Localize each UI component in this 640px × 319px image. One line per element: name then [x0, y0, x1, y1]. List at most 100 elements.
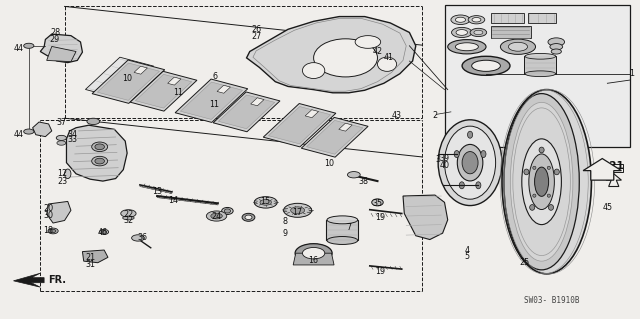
Text: 1: 1 [629, 69, 634, 78]
Text: 5: 5 [464, 252, 470, 261]
Ellipse shape [123, 216, 134, 220]
Bar [92, 60, 164, 103]
Circle shape [451, 15, 470, 25]
Text: 32: 32 [124, 216, 134, 225]
Ellipse shape [224, 209, 230, 213]
Text: 12: 12 [58, 169, 68, 178]
Ellipse shape [378, 57, 397, 71]
Text: 34: 34 [67, 130, 77, 139]
Bar [307, 120, 363, 154]
Ellipse shape [476, 182, 481, 189]
Text: 40: 40 [440, 161, 449, 170]
Bar [598, 164, 623, 172]
Text: 23: 23 [58, 177, 68, 186]
Circle shape [348, 172, 360, 178]
Ellipse shape [502, 90, 591, 274]
Text: FR.: FR. [49, 275, 67, 285]
Text: 2: 2 [433, 111, 438, 120]
Text: 14: 14 [168, 196, 178, 205]
Ellipse shape [532, 194, 536, 197]
Text: 3: 3 [436, 155, 441, 164]
Polygon shape [47, 201, 71, 223]
Circle shape [254, 197, 277, 208]
Text: 18: 18 [44, 226, 54, 234]
Polygon shape [83, 250, 108, 263]
Text: 27: 27 [251, 33, 261, 41]
Text: 19: 19 [376, 213, 386, 222]
Polygon shape [511, 158, 527, 205]
Bar [180, 82, 243, 119]
Bar [263, 104, 336, 147]
Ellipse shape [448, 40, 486, 54]
Ellipse shape [303, 63, 324, 78]
Circle shape [474, 30, 483, 35]
Text: 19: 19 [376, 267, 386, 276]
Text: 4: 4 [465, 246, 469, 255]
Bar [445, 5, 630, 147]
Polygon shape [527, 13, 556, 23]
Ellipse shape [100, 229, 109, 234]
Circle shape [468, 16, 484, 24]
Polygon shape [326, 220, 358, 241]
Ellipse shape [548, 204, 554, 210]
Bar [134, 66, 147, 74]
Circle shape [472, 18, 481, 22]
Bar [85, 57, 154, 98]
Ellipse shape [524, 169, 529, 175]
Ellipse shape [547, 166, 550, 169]
Ellipse shape [295, 244, 332, 263]
Ellipse shape [355, 36, 381, 48]
Ellipse shape [65, 169, 71, 179]
Ellipse shape [372, 199, 383, 206]
Text: 26: 26 [251, 25, 261, 34]
Ellipse shape [547, 194, 550, 197]
Ellipse shape [303, 248, 324, 259]
Text: 38: 38 [358, 177, 369, 186]
Ellipse shape [532, 166, 536, 169]
Ellipse shape [472, 60, 500, 71]
Circle shape [87, 118, 100, 124]
Ellipse shape [456, 43, 478, 51]
Text: 9: 9 [282, 229, 287, 238]
Polygon shape [524, 56, 556, 74]
Text: 20: 20 [44, 204, 54, 213]
Bar [175, 79, 248, 122]
Polygon shape [491, 13, 524, 23]
Text: 36: 36 [138, 234, 147, 242]
Bar [301, 117, 368, 157]
Text: 25: 25 [519, 258, 529, 267]
Polygon shape [293, 253, 334, 265]
Ellipse shape [460, 182, 465, 189]
Text: 39: 39 [440, 154, 449, 163]
Text: 37: 37 [56, 117, 67, 127]
Circle shape [121, 210, 136, 217]
Circle shape [452, 27, 472, 38]
Ellipse shape [95, 144, 104, 150]
Circle shape [548, 38, 564, 46]
Text: 6: 6 [212, 72, 217, 81]
Ellipse shape [245, 215, 252, 219]
Ellipse shape [95, 158, 104, 164]
Circle shape [57, 141, 66, 145]
Polygon shape [491, 26, 531, 38]
Ellipse shape [554, 169, 559, 175]
Ellipse shape [504, 93, 579, 270]
Bar [213, 92, 280, 132]
Ellipse shape [522, 139, 561, 225]
Text: 42: 42 [372, 47, 383, 56]
Circle shape [211, 213, 222, 219]
Bar [339, 123, 352, 131]
Text: 44: 44 [13, 44, 24, 53]
Ellipse shape [481, 151, 486, 158]
Circle shape [56, 135, 67, 140]
Circle shape [551, 49, 561, 54]
Text: 44: 44 [13, 130, 24, 139]
Polygon shape [583, 159, 621, 180]
Ellipse shape [92, 156, 108, 166]
Ellipse shape [529, 154, 554, 210]
Polygon shape [47, 47, 76, 62]
Text: 30: 30 [44, 211, 54, 220]
Polygon shape [67, 125, 127, 181]
Ellipse shape [50, 229, 56, 233]
Text: 11: 11 [210, 100, 220, 109]
